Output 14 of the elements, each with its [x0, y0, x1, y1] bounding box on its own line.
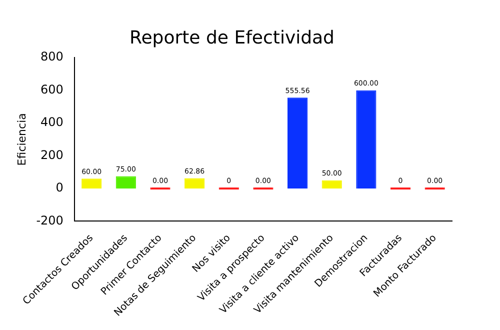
y-tick-label: -200: [36, 213, 64, 228]
bar: [184, 178, 205, 188]
y-tick-label: 400: [40, 115, 64, 130]
bar: [82, 178, 102, 188]
y-tick-label: 0: [56, 180, 64, 195]
y-tick-label: 600: [40, 82, 64, 96]
chart-title: Reporte de Efectividad: [130, 27, 334, 48]
bar: [288, 98, 308, 188]
y-axis-title: Eficiencia: [15, 113, 28, 166]
y-tick-label: 200: [40, 148, 64, 162]
bar: [116, 176, 136, 188]
bar: [356, 90, 376, 188]
bar: [322, 180, 342, 188]
y-tick-label: 800: [40, 50, 64, 64]
